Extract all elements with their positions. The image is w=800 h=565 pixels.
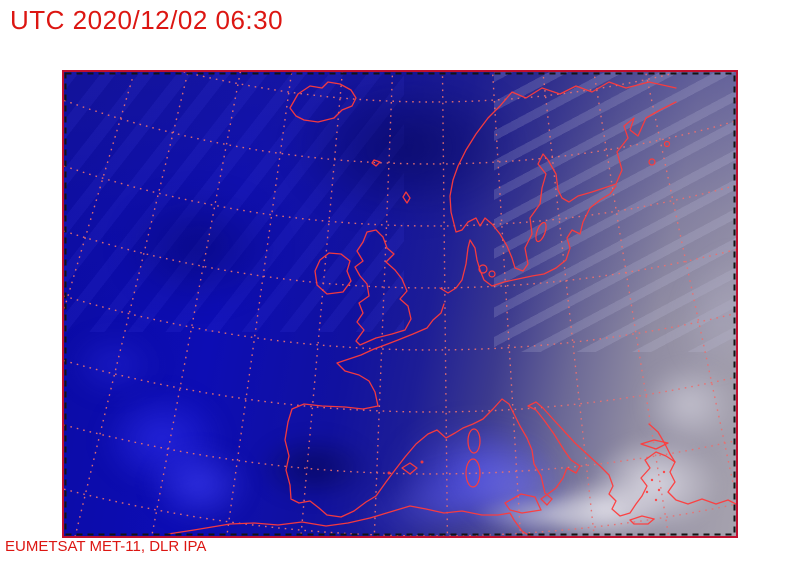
graticule-latitude-line bbox=[181, 72, 682, 103]
coastline-great-britain bbox=[354, 229, 412, 346]
graticule-longitude-line bbox=[300, 72, 344, 536]
coastline-lake-onega bbox=[663, 140, 671, 148]
graticule-longitude-line bbox=[491, 72, 522, 536]
coastline-shetland bbox=[402, 191, 411, 204]
graticule-longitude-line bbox=[64, 72, 136, 312]
satellite-map-frame bbox=[62, 70, 738, 538]
coastline-danish-isle bbox=[478, 264, 488, 274]
graticule-longitude-line bbox=[373, 72, 394, 536]
coastline-gotland bbox=[535, 221, 547, 243]
coastline-aegean-islet bbox=[650, 478, 654, 482]
coastline-sicily bbox=[504, 493, 542, 514]
graticule-latitude-line bbox=[64, 488, 736, 536]
coastline-crete bbox=[629, 515, 655, 525]
graticule-longitude-line bbox=[441, 72, 449, 536]
graticule-latitude-line bbox=[64, 360, 736, 413]
graticule-grid bbox=[64, 72, 736, 536]
graticule-latitude-line bbox=[64, 424, 736, 475]
coastline-turkey bbox=[667, 461, 736, 505]
frame-tick-border bbox=[64, 72, 736, 536]
map-overlay-svg bbox=[64, 72, 736, 536]
coastline-balearic-islet bbox=[420, 460, 424, 464]
coastline-lake-ladoga bbox=[648, 158, 656, 166]
coastline-continental-europe bbox=[284, 303, 676, 518]
graticule-latitude-line bbox=[64, 99, 736, 165]
coastline-aegean-islet bbox=[654, 498, 658, 502]
coastline-aegean-islet bbox=[645, 490, 649, 494]
coastline-ireland bbox=[314, 252, 352, 295]
coastline-aegean-islet bbox=[657, 488, 661, 492]
coastline-iceland bbox=[289, 81, 357, 123]
graticule-latitude-line bbox=[64, 165, 736, 227]
coastlines bbox=[167, 81, 736, 536]
graticule-longitude-line bbox=[226, 72, 293, 536]
coastline-faroe-islands bbox=[371, 159, 381, 167]
coastline-aegean-islet bbox=[662, 470, 666, 474]
timestamp-label: UTC 2020/12/02 06:30 bbox=[10, 5, 284, 35]
coastline-north-africa bbox=[167, 505, 531, 536]
graticule-latitude-line bbox=[64, 230, 736, 289]
coastline-sea-of-marmara bbox=[640, 439, 669, 450]
graticule-longitude-line bbox=[644, 72, 736, 501]
coastline-danish-isle bbox=[488, 270, 496, 278]
coastline-balearic-islet bbox=[387, 471, 391, 475]
coastline-scandinavia bbox=[449, 81, 677, 272]
graticule-longitude-line bbox=[593, 72, 670, 536]
coastline-sardinia bbox=[465, 458, 481, 488]
graticule-longitude-line bbox=[74, 72, 189, 536]
credit-label: EUMETSAT MET-11, DLR IPA bbox=[5, 538, 207, 555]
coastline-corsica bbox=[467, 428, 481, 454]
graticule-latitude-line bbox=[64, 295, 736, 351]
graticule-longitude-line bbox=[151, 72, 242, 536]
graticule-longitude-line bbox=[542, 72, 595, 536]
coastline-mallorca bbox=[401, 462, 418, 475]
coastline-baltic-denmark bbox=[439, 185, 617, 294]
